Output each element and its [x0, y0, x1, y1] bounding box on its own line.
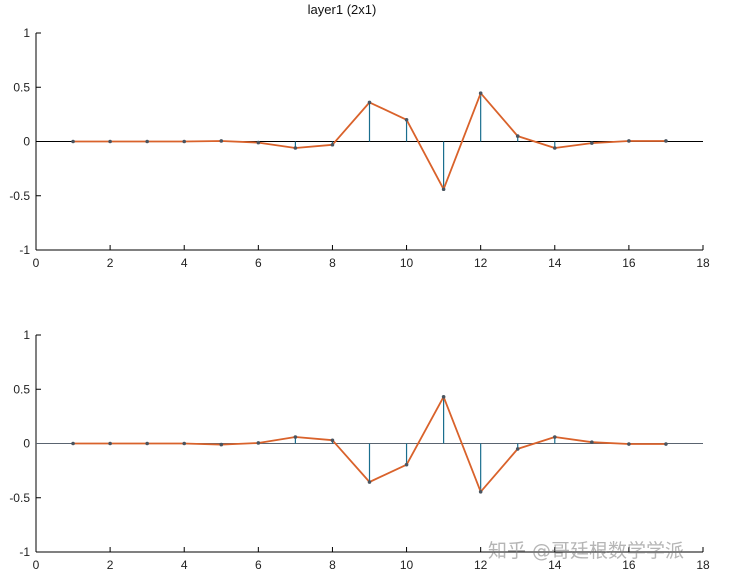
y-tick-label: 1: [23, 328, 30, 342]
x-tick-label: 16: [622, 558, 636, 572]
stem-marker: [404, 118, 409, 122]
stem-marker: [182, 139, 187, 144]
y-tick-label: 0.5: [13, 382, 30, 396]
x-tick-label: 14: [548, 256, 562, 270]
stem-marker: [552, 146, 557, 150]
stem-marker: [256, 441, 261, 445]
x-tick-label: 18: [696, 256, 710, 270]
stem-marker: [367, 100, 372, 105]
stem-marker: [515, 447, 520, 451]
stem-marker: [330, 438, 335, 443]
stem-marker: [219, 442, 224, 447]
stem-marker: [145, 139, 149, 144]
stem-marker: [515, 134, 520, 138]
y-tick-label: -0.5: [9, 491, 30, 505]
stem-marker: [293, 435, 298, 439]
y-tick-label: 0: [23, 135, 30, 149]
stem-marker: [441, 187, 446, 192]
y-tick-label: -1: [19, 243, 30, 257]
stem-marker: [664, 442, 668, 446]
stem-marker: [590, 141, 594, 145]
stem-marker: [330, 142, 335, 147]
y-tick-label: 0.5: [13, 80, 30, 94]
x-tick-label: 8: [329, 558, 336, 572]
y-tick-label: 1: [23, 26, 30, 40]
subplot-top: -1-0.500.510 2 4 6 8 10 12 14 16 18: [9, 26, 710, 270]
x-tick-label: 2: [107, 558, 114, 572]
stem-marker: [71, 139, 75, 144]
x-tick-label: 6: [255, 558, 262, 572]
x-tick-label: 18: [696, 558, 710, 572]
y-tick-label: 0: [23, 437, 30, 451]
stem-marker: [108, 139, 112, 144]
stem-marker: [627, 139, 631, 143]
y-tick-label: -0.5: [9, 189, 30, 203]
stem-marker: [552, 435, 557, 439]
stem-marker: [256, 140, 261, 145]
x-tick-label: 2: [107, 256, 114, 270]
x-tick-label: 12: [474, 256, 488, 270]
x-tick-label: 8: [329, 256, 336, 270]
stem-marker: [404, 462, 409, 467]
x-tick-label: 4: [181, 256, 188, 270]
x-tick-label: 12: [474, 558, 488, 572]
stem-marker: [71, 441, 75, 446]
x-tick-label: 14: [548, 558, 562, 572]
stem-marker: [367, 480, 372, 484]
figure-title: layer1 (2x1): [308, 2, 377, 17]
x-tick-label: 0: [33, 558, 40, 572]
x-tick-label: 16: [622, 256, 636, 270]
stem-marker: [441, 395, 446, 399]
stem-marker: [293, 146, 298, 150]
x-tick-label: 0: [33, 256, 40, 270]
stem-marker: [627, 442, 631, 446]
stem-marker: [478, 91, 483, 96]
x-tick-label: 4: [181, 558, 188, 572]
stem-marker: [478, 489, 483, 494]
x-tick-label: 6: [255, 256, 262, 270]
stem-marker: [145, 441, 149, 446]
stem-marker: [182, 441, 187, 446]
stem-marker: [219, 139, 224, 143]
watermark: 知乎 @哥廷根数学学派: [488, 540, 685, 562]
x-tick-label: 10: [400, 256, 414, 270]
subplot-bottom: -1-0.500.510 2 4 6 8 10 12 14 16 18: [9, 328, 710, 572]
stem-marker: [590, 440, 594, 444]
stem-marker: [108, 441, 112, 446]
x-tick-label: 10: [400, 558, 414, 572]
y-tick-label: -1: [19, 545, 30, 559]
stem-marker: [664, 139, 668, 143]
